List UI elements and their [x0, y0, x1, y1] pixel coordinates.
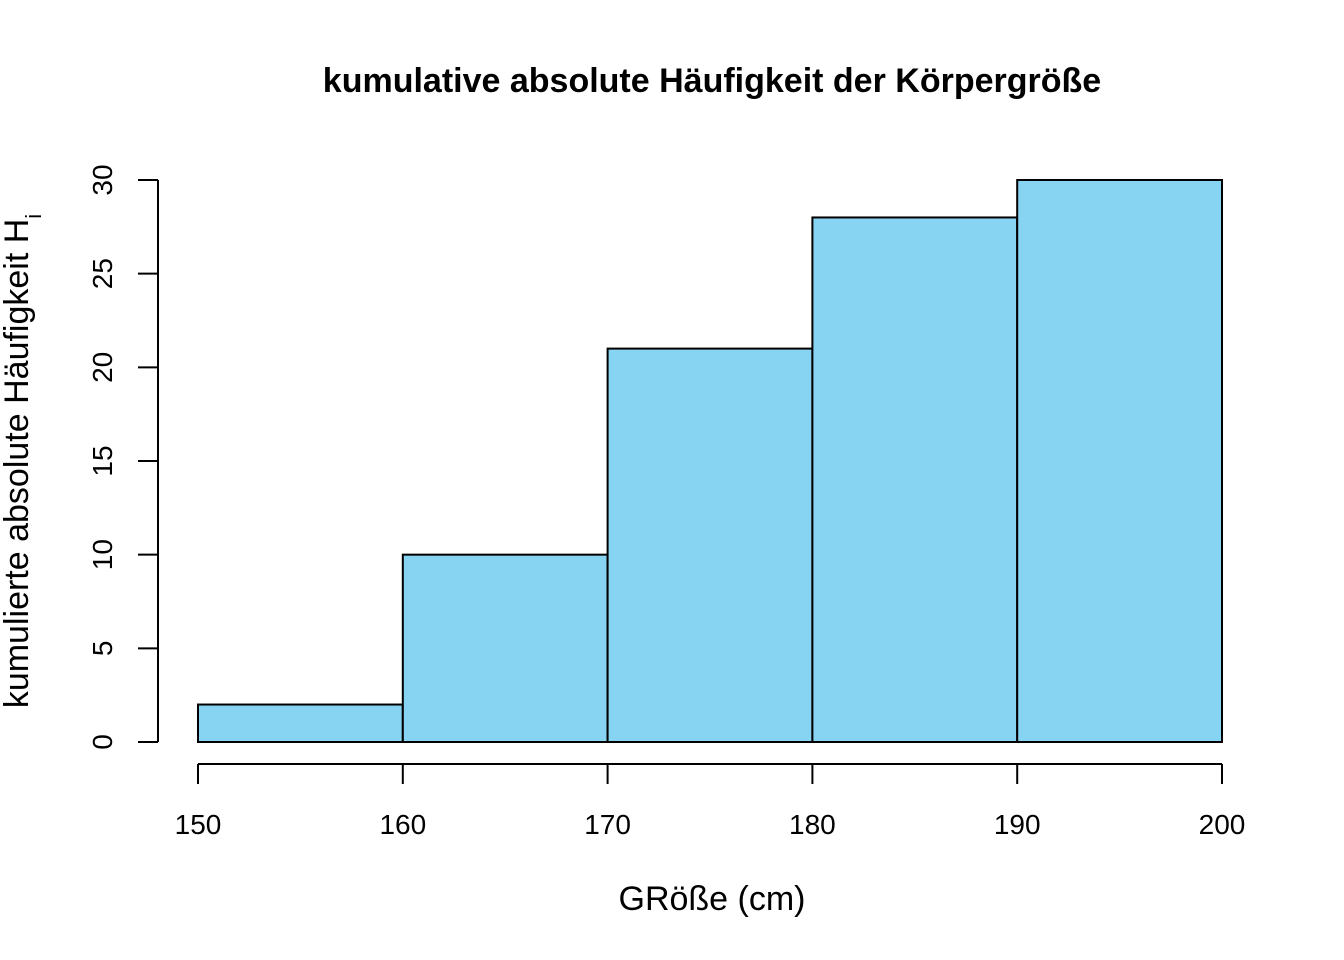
bar-150-160	[197, 703, 404, 743]
bars-group	[197, 179, 1224, 744]
y-tick-label: 5	[87, 641, 118, 657]
y-tick-label: 30	[87, 164, 118, 195]
y-tick-label: 25	[87, 258, 118, 289]
y-axis-label-text: kumulierte absolute Häufigkeit H	[0, 219, 36, 708]
y-axis-label: kumulierte absolute Häufigkeit Hi	[0, 214, 46, 708]
bar-160-170	[401, 553, 609, 744]
bar-170-180	[606, 347, 814, 743]
y-axis: 0 5 10 15 20 25 30	[87, 164, 159, 750]
y-tick-label: 0	[87, 734, 118, 750]
bar-190-200	[1016, 179, 1224, 743]
chart-title: kumulative absolute Häufigkeit der Körpe…	[323, 62, 1101, 100]
x-tick-label: 180	[789, 809, 836, 840]
x-tick-label: 170	[584, 809, 631, 840]
x-axis-label: GRöße (cm)	[619, 880, 806, 918]
x-axis: 150 160 170 180 190 200	[175, 763, 1246, 840]
x-tick-label: 190	[994, 809, 1041, 840]
x-tick-label: 200	[1199, 809, 1246, 840]
y-axis-label-subscript: i	[21, 214, 46, 219]
y-tick-label: 10	[87, 539, 118, 570]
y-tick-label: 15	[87, 445, 118, 476]
y-tick-label: 20	[87, 352, 118, 383]
x-tick-label: 150	[175, 809, 222, 840]
bar-180-190	[811, 216, 1019, 743]
x-tick-label: 160	[379, 809, 426, 840]
